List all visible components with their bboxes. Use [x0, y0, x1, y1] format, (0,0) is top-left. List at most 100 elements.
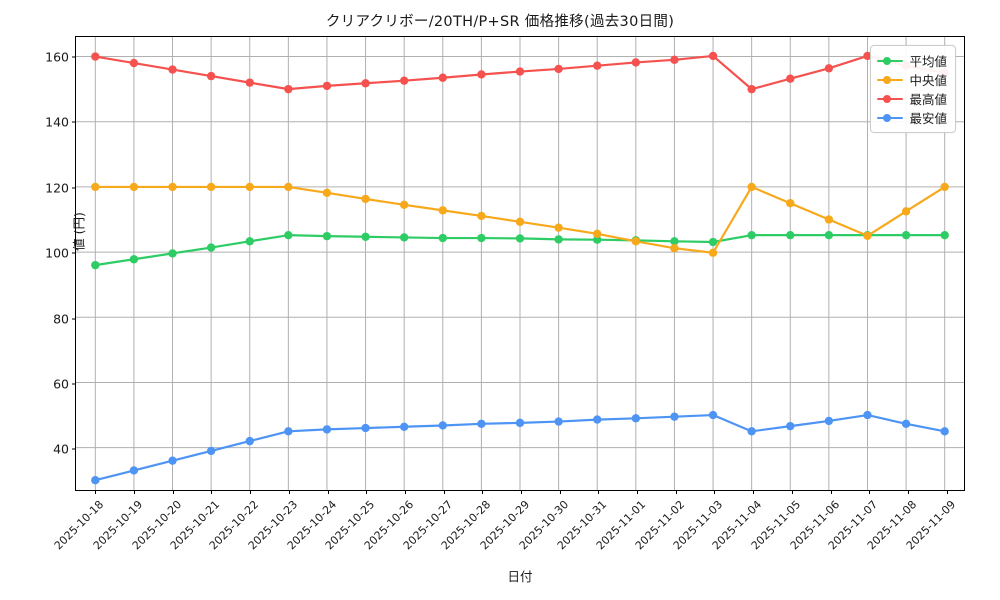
data-point	[399, 200, 409, 210]
y-tick-label-140: 140	[45, 114, 69, 130]
data-point	[554, 417, 563, 426]
data-point	[168, 249, 177, 258]
data-point	[91, 182, 100, 192]
data-point	[708, 248, 718, 257]
data-point	[670, 237, 679, 246]
data-point	[554, 223, 563, 232]
data-point	[515, 67, 525, 76]
y-tick-mark	[72, 448, 76, 450]
data-point	[399, 233, 409, 242]
x-tick-mark	[482, 490, 484, 494]
data-point	[554, 64, 563, 74]
data-point	[477, 233, 486, 243]
x-tick-mark	[869, 490, 871, 494]
series-layer	[91, 51, 949, 485]
data-point	[670, 55, 679, 64]
data-point	[515, 234, 525, 243]
data-point	[361, 423, 370, 433]
data-point	[322, 81, 332, 91]
x-tick-mark	[907, 490, 909, 494]
data-point	[631, 237, 641, 246]
data-point	[322, 425, 332, 434]
data-point	[245, 182, 254, 192]
legend-label: 最高値	[909, 92, 947, 107]
y-tick-mark	[72, 56, 76, 58]
data-point	[168, 65, 177, 74]
x-tick-mark	[211, 490, 213, 494]
x-tick-mark	[288, 490, 290, 494]
x-tick-mark	[521, 490, 522, 494]
data-point	[206, 446, 216, 456]
data-point	[284, 427, 293, 436]
legend-swatch-icon	[877, 93, 904, 105]
data-point	[91, 260, 100, 270]
legend-item-1[interactable]: 中央値	[877, 70, 947, 89]
x-tick-mark	[134, 490, 136, 494]
data-point	[206, 243, 216, 252]
data-point	[515, 217, 525, 226]
legend-label: 中央値	[909, 73, 947, 88]
data-point	[863, 231, 872, 240]
legend-item-2[interactable]: 最高値	[877, 89, 947, 108]
data-point	[91, 52, 100, 61]
y-axis-label: 値 (円)	[71, 212, 87, 251]
data-point	[670, 412, 679, 421]
x-tick-mark	[637, 490, 639, 494]
data-point	[477, 70, 486, 79]
data-point	[863, 51, 872, 61]
data-point	[284, 84, 293, 94]
data-point	[593, 415, 602, 424]
y-tick-label-160: 160	[45, 49, 69, 65]
data-point	[708, 410, 718, 420]
data-point	[129, 58, 139, 68]
y-tick-label-100: 100	[45, 245, 69, 261]
y-tick-label-60: 60	[53, 376, 69, 392]
data-point	[901, 230, 911, 240]
data-point	[824, 215, 834, 224]
data-point	[747, 427, 756, 436]
legend-label: 平均値	[909, 54, 947, 69]
data-point	[940, 230, 949, 240]
x-tick-mark	[443, 490, 445, 494]
data-point	[245, 436, 254, 446]
data-point	[245, 237, 254, 246]
x-tick-mark	[172, 490, 174, 494]
data-point	[284, 182, 293, 192]
data-point	[901, 419, 911, 429]
x-tick-mark	[559, 490, 561, 494]
legend-swatch-icon	[877, 55, 904, 67]
x-tick-mark	[404, 490, 406, 494]
data-point	[515, 418, 525, 428]
y-tick-mark	[72, 121, 76, 123]
legend-item-0[interactable]: 平均値	[877, 51, 947, 70]
x-tick-mark	[791, 490, 793, 494]
x-tick-mark	[598, 490, 600, 494]
data-point	[168, 456, 177, 465]
y-tick-label-120: 120	[45, 180, 69, 196]
data-point	[129, 182, 139, 192]
data-point	[786, 199, 795, 208]
data-point	[593, 229, 602, 239]
data-point	[940, 182, 949, 192]
y-tick-mark	[72, 318, 76, 319]
data-point	[940, 427, 949, 436]
data-point	[168, 182, 177, 192]
data-point	[786, 230, 795, 240]
x-tick-mark	[830, 490, 832, 494]
data-point	[438, 206, 447, 215]
legend-item-3[interactable]: 最安値	[877, 108, 947, 127]
y-tick-mark	[72, 187, 76, 189]
data-point	[631, 58, 641, 67]
data-point	[206, 182, 216, 192]
y-tick-mark	[72, 383, 76, 385]
data-point	[747, 230, 756, 240]
data-point	[747, 84, 756, 94]
data-point	[322, 231, 332, 241]
data-point	[361, 194, 370, 204]
data-point	[399, 76, 409, 85]
data-point	[786, 74, 795, 83]
y-tick-mark	[72, 252, 76, 254]
data-point	[593, 61, 602, 70]
data-point	[477, 211, 486, 221]
